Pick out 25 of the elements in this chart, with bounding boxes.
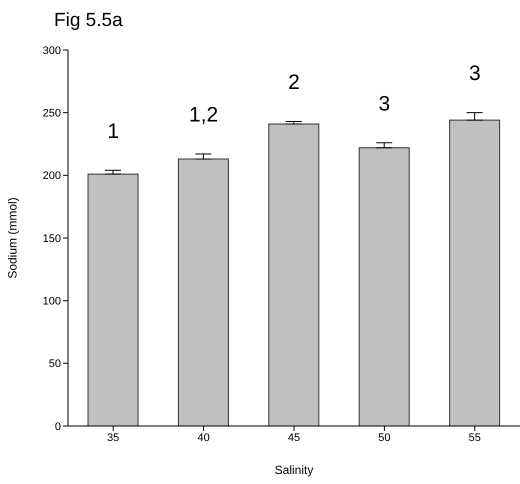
chart-title: Fig 5.5a	[54, 10, 123, 32]
y-tick-label: 300	[42, 44, 61, 57]
annotation: 2	[288, 70, 300, 94]
bar	[268, 123, 320, 426]
x-tick-label: 45	[288, 432, 300, 444]
x-axis-title: Salinity	[274, 463, 314, 477]
y-tick-label: 250	[42, 108, 61, 120]
x-tick-label: 55	[468, 432, 481, 444]
y-axis-title: Sodium (mmol)	[5, 197, 20, 279]
y-tick-label: 200	[42, 170, 61, 182]
x-tick-label: 40	[197, 432, 210, 444]
y-tick-label: 0	[54, 420, 61, 433]
annotation: 3	[378, 92, 390, 116]
y-tick-label: 100	[42, 296, 61, 308]
bar	[358, 147, 410, 426]
annotation: 1	[107, 120, 120, 143]
annotation: 1,2	[189, 104, 218, 127]
bar	[178, 158, 229, 426]
annotation: 3	[468, 62, 481, 86]
x-tick-label: 35	[107, 432, 120, 444]
y-tick-label: 150	[42, 232, 61, 245]
x-tick-label: 50	[378, 432, 391, 444]
bar	[88, 174, 138, 426]
bar	[449, 120, 500, 426]
y-tick-label: 50	[48, 358, 61, 370]
